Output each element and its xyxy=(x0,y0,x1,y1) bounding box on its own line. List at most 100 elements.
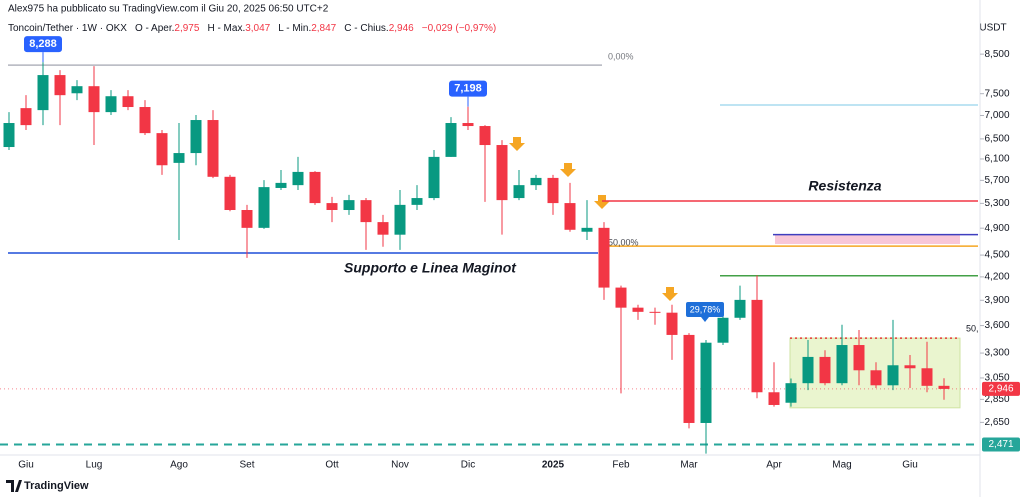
level-label: 50,00% xyxy=(608,237,639,247)
publisher: Alex975 ha pubblicato su TradingView.com… xyxy=(8,4,329,15)
candle-body xyxy=(54,75,66,96)
legend-key: L - Min. xyxy=(278,23,311,34)
arrow-marker xyxy=(662,287,678,301)
candle-body xyxy=(156,133,168,166)
annotation-pointer xyxy=(701,317,709,322)
x-tick-label: Set xyxy=(239,460,254,471)
candle-body xyxy=(547,177,559,204)
legend-value: 2,946 xyxy=(389,23,414,34)
candle-body xyxy=(275,182,287,188)
x-tick-label: Mag xyxy=(832,460,851,471)
brand: TradingView xyxy=(24,480,89,492)
y-tick-label: 3,300 xyxy=(984,348,1009,359)
candle-body xyxy=(513,185,525,199)
legend-key: C - Chius. xyxy=(344,23,388,34)
candle-body xyxy=(88,86,100,113)
level-label: 0,00% xyxy=(608,51,634,61)
legend-value: 2,975 xyxy=(174,23,199,34)
y-tick-label: 6,100 xyxy=(984,154,1009,165)
candle-body xyxy=(105,96,117,113)
candle-body xyxy=(241,210,253,228)
candle-body xyxy=(853,345,865,371)
x-tick-label: Dic xyxy=(461,460,475,471)
legend: Toncoin/Tether · 1W · OKX O - Aper.2,975 H… xyxy=(8,23,496,34)
x-tick-label: Giu xyxy=(18,460,34,471)
candle-body xyxy=(207,120,219,177)
candle-body xyxy=(479,126,491,146)
legend-change: −0,029 (−0,97%) xyxy=(422,23,497,34)
candle-body xyxy=(632,307,644,312)
level-label: Supporto e Linea Maginot xyxy=(344,260,517,276)
candle-body xyxy=(683,334,695,423)
candle-body xyxy=(751,299,763,393)
candle-body xyxy=(666,312,678,335)
x-tick-label: Ott xyxy=(325,460,339,471)
candle-body xyxy=(360,200,372,223)
candle-body xyxy=(139,107,151,134)
candle-body xyxy=(819,356,831,384)
y-tick-label: 4,200 xyxy=(984,272,1009,283)
candle-body xyxy=(768,392,780,405)
high-label-box xyxy=(24,36,62,53)
high-label: 7,198 xyxy=(454,83,482,95)
y-tick-label: 5,700 xyxy=(984,175,1009,186)
candle-body xyxy=(122,96,134,108)
candle-body xyxy=(870,370,882,386)
price-box xyxy=(982,437,1020,452)
x-tick-label: Nov xyxy=(391,460,409,471)
x-tick-label: Apr xyxy=(766,460,782,471)
footer-logo: TradingView xyxy=(6,480,89,492)
y-tick-label: 4,500 xyxy=(984,250,1009,261)
candle-body xyxy=(37,75,49,111)
candle-body xyxy=(530,177,542,186)
candle-body xyxy=(445,123,457,157)
y-tick-label: 7,500 xyxy=(984,88,1009,99)
y-tick-label: 2,650 xyxy=(984,417,1009,428)
x-tick-label: Ago xyxy=(170,460,188,471)
y-tick-label: 6,500 xyxy=(984,134,1009,145)
legend-value: 2,847 xyxy=(311,23,336,34)
x-tick-label: Giu xyxy=(902,460,918,471)
legend-key: H - Max. xyxy=(207,23,245,34)
zone xyxy=(775,234,960,245)
x-tick-label: Mar xyxy=(680,460,698,471)
arrow-marker xyxy=(594,195,610,209)
candle-body xyxy=(343,200,355,211)
candle-body xyxy=(904,365,916,369)
candle-body xyxy=(598,227,610,288)
high-label: 8,288 xyxy=(29,38,57,50)
candle-body xyxy=(173,153,185,163)
x-tick-label: 2025 xyxy=(542,460,565,471)
candle-body xyxy=(649,311,661,313)
candle-body xyxy=(581,227,593,232)
candle-body xyxy=(326,203,338,211)
arrows xyxy=(509,137,678,301)
price-box-label: 2,471 xyxy=(988,439,1013,450)
arrow-marker xyxy=(509,137,525,151)
candle-body xyxy=(462,123,474,127)
y-tick-label: 8,500 xyxy=(984,49,1009,60)
candle-body xyxy=(785,383,797,403)
arrow-marker xyxy=(560,163,576,177)
candle-body xyxy=(190,120,202,154)
candle-body xyxy=(734,299,746,318)
level-label: 50, xyxy=(966,323,979,333)
candle-body xyxy=(802,356,814,384)
y-tick-label: 7,000 xyxy=(984,110,1009,121)
legend-key: O - Aper. xyxy=(135,23,174,34)
logo-mark xyxy=(6,480,22,492)
x-tick-label: Lug xyxy=(86,460,103,471)
annotation: 29,78% xyxy=(690,304,721,314)
candle-body xyxy=(71,86,83,94)
candle-body xyxy=(20,108,32,126)
legend-value: 3,047 xyxy=(245,23,270,34)
candle-body xyxy=(428,156,440,199)
candle-body xyxy=(292,171,304,186)
candle-body xyxy=(258,187,270,228)
candle-body xyxy=(564,203,576,230)
candle-body xyxy=(921,368,933,386)
candle-body xyxy=(3,123,15,148)
level-label: Resistenza xyxy=(808,178,881,194)
